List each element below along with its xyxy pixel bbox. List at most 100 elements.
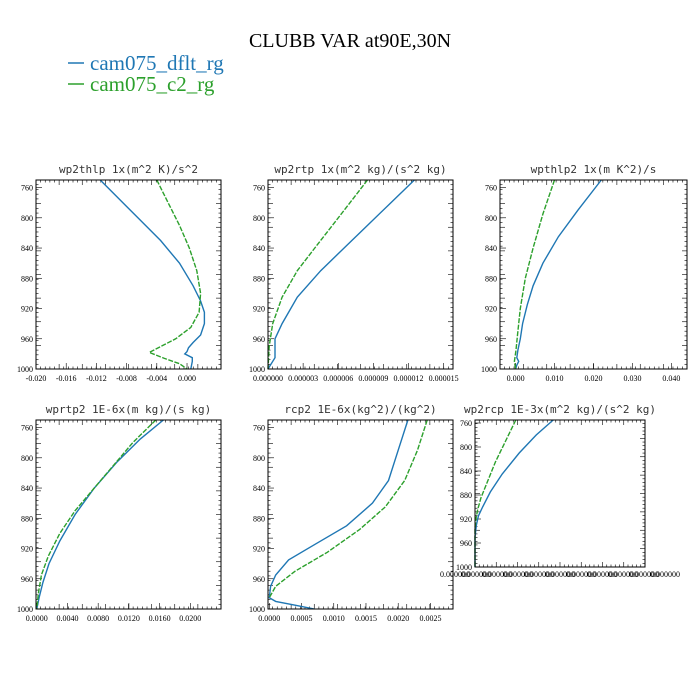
x-tick-label: 0.000015 (429, 374, 459, 383)
y-tick-label: 840 (460, 467, 472, 476)
y-tick-label: 920 (21, 305, 33, 314)
x-tick-label: 0.0000 (26, 614, 48, 623)
panel-2: wp2rtp 1x(m^2 kg)/(s^2 kg) 760 800 840 880 92… (249, 163, 459, 383)
x-tick-label: 0.000003 (288, 374, 318, 383)
x-tick-label: 0.0020 (387, 614, 409, 623)
series-line-dflt (514, 179, 602, 370)
y-tick-label: 760 (460, 419, 472, 428)
plot-frame (499, 179, 688, 370)
y-tick-label: 880 (21, 274, 33, 283)
y-tick-label: 840 (253, 244, 265, 253)
x-tick-label: 0.0010 (323, 614, 345, 623)
y-tick-label: 960 (460, 539, 472, 548)
y-tick-label: 920 (21, 545, 33, 554)
series-line-c2 (36, 419, 157, 610)
y-tick-label: 1000 (456, 563, 472, 572)
x-tick-label: 0.000000 (524, 570, 554, 579)
x-tick-label: 0.000000 (503, 570, 533, 579)
series-line-c2 (268, 419, 428, 599)
x-tick-label: 0.000 (178, 374, 196, 383)
y-tick-label: 1000 (249, 605, 265, 614)
series-line-c2 (147, 179, 202, 370)
figure-title: CLUBB VAR at90E,30N (249, 30, 451, 52)
panel-title: wp2rtp 1x(m^2 kg)/(s^2 kg) (274, 163, 446, 176)
x-tick-label: 0.0025 (419, 614, 441, 623)
y-tick-label: 840 (21, 244, 33, 253)
y-tick-label: 840 (253, 484, 265, 493)
legend-label-c2: cam075_c2_rg (90, 72, 215, 96)
x-tick-label: 0.010 (546, 374, 564, 383)
plot-frame (35, 179, 222, 370)
x-tick-label: 0.000012 (394, 374, 424, 383)
series-line-dflt (99, 179, 206, 370)
y-tick-label: 960 (253, 335, 265, 344)
x-tick-label: 0.0120 (118, 614, 140, 623)
x-tick-label: 0.000009 (358, 374, 388, 383)
series-line-dflt (267, 179, 415, 370)
x-tick-label: 0.000 (507, 374, 525, 383)
panel-title: wprtp2 1E-6x(m kg)/(s kg) (46, 403, 212, 416)
panel-6: wp2rcp 1E-3x(m^2 kg)/(s^2 kg) 760 800 840 88… (440, 403, 680, 579)
y-tick-label: 880 (460, 491, 472, 500)
x-tick-label: 0.0200 (179, 614, 201, 623)
y-tick-label: 760 (21, 424, 33, 433)
y-tick-label: 800 (460, 443, 472, 452)
x-tick-label: -0.004 (146, 374, 167, 383)
y-tick-label: 760 (485, 184, 497, 193)
panel-title: wp2rcp 1E-3x(m^2 kg)/(s^2 kg) (464, 403, 656, 416)
x-tick-label: 0.0015 (355, 614, 377, 623)
series-line-dflt (474, 419, 554, 567)
y-tick-label: 800 (253, 214, 265, 223)
plot-frame (474, 419, 646, 568)
panel-1: wp2thlp 1x(m^2 K)/s^2 760 800 840 880 920 960 1… (17, 163, 222, 383)
y-tick-label: 800 (253, 454, 265, 463)
plot-frame (267, 179, 454, 370)
x-tick-label: -0.020 (26, 374, 47, 383)
x-tick-label: 0.000000 (482, 570, 512, 579)
y-tick-label: 960 (21, 575, 33, 584)
y-tick-label: 880 (253, 274, 265, 283)
y-tick-label: 960 (485, 335, 497, 344)
series-line-c2 (474, 419, 517, 567)
x-tick-label: 0.000000 (608, 570, 638, 579)
y-tick-label: 880 (485, 274, 497, 283)
x-tick-label: 0.0080 (87, 614, 109, 623)
x-tick-label: -0.008 (116, 374, 137, 383)
x-tick-label: 0.000000 (629, 570, 659, 579)
x-tick-label: 0.0005 (291, 614, 313, 623)
y-tick-label: 920 (460, 515, 472, 524)
x-tick-label: 0.000000 (461, 570, 491, 579)
y-tick-label: 760 (253, 424, 265, 433)
y-tick-label: 1000 (481, 365, 497, 374)
y-tick-label: 840 (485, 244, 497, 253)
figure-legend: cam075_dflt_rg cam075_c2_rg (68, 51, 224, 96)
x-tick-label: 0.000000 (440, 570, 470, 579)
x-tick-label: 0.020 (585, 374, 603, 383)
panel-3: wpthlp2 1x(m K^2)/s 760 800 840 880 920 960 100… (481, 163, 688, 383)
panel-4: wprtp2 1E-6x(m kg)/(s kg) 760 800 840 880 920… (17, 403, 222, 623)
y-tick-label: 880 (253, 514, 265, 523)
y-tick-label: 800 (21, 454, 33, 463)
x-tick-label: 0.000000 (545, 570, 575, 579)
x-tick-label: 0.040 (662, 374, 680, 383)
panel-title: wpthlp2 1x(m K^2)/s (531, 163, 657, 176)
series-line-c2 (513, 179, 556, 370)
panels-group: wp2thlp 1x(m^2 K)/s^2 760 800 840 880 920 960 1… (17, 163, 688, 623)
x-tick-label: 0.000000 (566, 570, 596, 579)
legend-label-dflt: cam075_dflt_rg (90, 51, 224, 75)
y-tick-label: 840 (21, 484, 33, 493)
x-tick-label: 0.0040 (56, 614, 78, 623)
y-tick-label: 1000 (249, 365, 265, 374)
x-tick-label: 0.0160 (149, 614, 171, 623)
x-tick-label: 0.0000 (258, 614, 280, 623)
y-tick-label: 960 (21, 335, 33, 344)
x-tick-label: 0.000000 (253, 374, 283, 383)
series-line-c2 (267, 179, 369, 370)
series-line-dflt (268, 419, 409, 610)
y-tick-label: 880 (21, 514, 33, 523)
plot-frame (267, 419, 454, 610)
plot-frame (35, 419, 222, 610)
y-tick-label: 920 (253, 545, 265, 554)
x-tick-label: 0.000000 (587, 570, 617, 579)
